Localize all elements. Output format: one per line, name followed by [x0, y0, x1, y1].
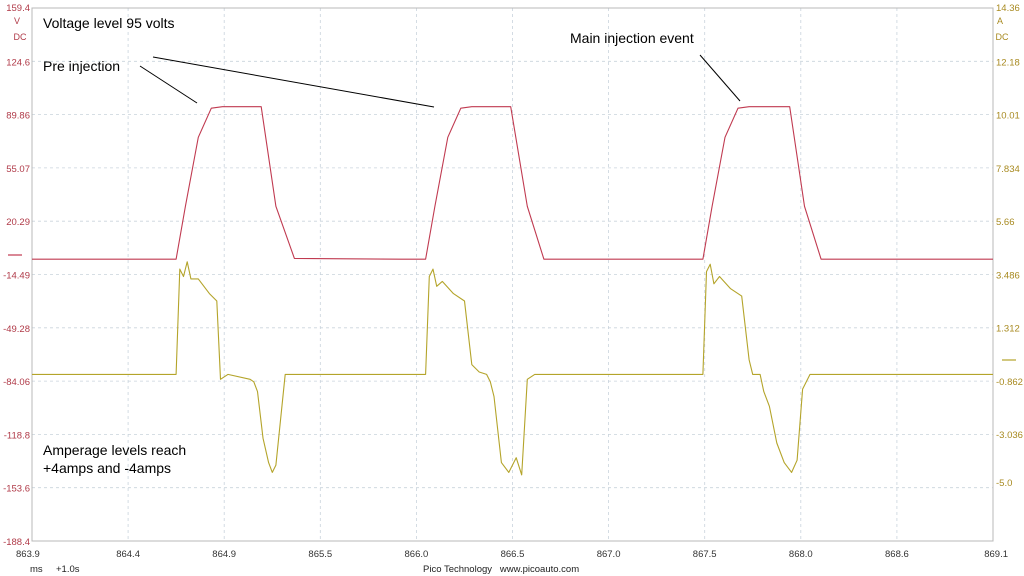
left-tick-label: 159.4	[6, 3, 30, 14]
left-tick-label: 124.6	[6, 57, 30, 68]
left-tick-label: -49.28	[3, 324, 30, 335]
right-tick-label: 12.18	[996, 57, 1020, 68]
x-tick-label: 866.5	[501, 549, 525, 560]
grid	[31, 7, 994, 542]
left-tick-label: -188.4	[3, 537, 30, 548]
right-tick-label: 1.312	[996, 324, 1020, 335]
left-axis-ticks: 159.4 124.6 89.86 55.07 20.29 -14.49 -49.28 -84…	[3, 3, 30, 548]
annotation-pre-injection: Pre injection	[43, 58, 120, 74]
right-tick-label: 7.834	[996, 164, 1020, 175]
voltage-trace	[32, 106, 993, 260]
x-tick-label: 866.0	[405, 549, 429, 560]
annotation-voltage: Voltage level 95 volts	[43, 15, 175, 31]
pointer-line-main	[699, 54, 741, 102]
left-tick-label: 55.07	[6, 164, 30, 175]
left-tick-label: 20.29	[6, 217, 30, 228]
current-trace	[32, 261, 993, 476]
plot-frame	[31, 7, 994, 542]
x-tick-label: 867.0	[597, 549, 621, 560]
right-tick-label: -0.862	[996, 377, 1023, 388]
annotation-main-injection: Main injection event	[570, 30, 694, 46]
footer-scale: +1.0s	[56, 564, 80, 575]
x-axis-ticks: 863.9 864.4 864.9 865.5 866.0 866.5 867.0 867.5…	[16, 549, 1008, 560]
right-tick-label: 5.66	[996, 217, 1015, 228]
right-tick-label: -5.0	[996, 478, 1012, 489]
left-unit-label-dc: DC	[14, 32, 27, 42]
series-group	[32, 106, 993, 476]
annotation-amperage-line2: +4amps and -4amps	[43, 460, 171, 476]
right-tick-label: 3.486	[996, 270, 1020, 281]
annotation-amperage-line1: Amperage levels reach	[43, 442, 186, 458]
left-tick-label: -153.6	[3, 484, 30, 495]
right-unit-label: A	[997, 16, 1003, 26]
x-tick-label: 863.9	[16, 549, 40, 560]
x-tick-label: 867.5	[693, 549, 717, 560]
left-unit-label: V	[14, 16, 20, 26]
right-axis-ticks: 14.36 12.18 10.01 7.834 5.66 3.486 1.312 -0.862…	[996, 3, 1023, 489]
x-tick-label: 864.4	[116, 549, 140, 560]
left-tick-label: 89.86	[6, 111, 30, 122]
left-tick-label: -84.06	[3, 377, 30, 388]
left-tick-label: -14.49	[3, 271, 30, 282]
footer-brand: Pico Technology www.picoauto.com	[423, 564, 579, 575]
pointer-line-pre	[139, 65, 198, 104]
footer-unit: ms	[30, 564, 43, 575]
right-unit-label-dc: DC	[996, 32, 1009, 42]
x-tick-label: 869.1	[984, 549, 1008, 560]
x-tick-label: 865.5	[308, 549, 332, 560]
x-tick-label: 868.6	[885, 549, 909, 560]
right-tick-label: -3.036	[996, 430, 1023, 441]
pointer-line-voltage	[152, 56, 435, 108]
right-tick-label: 10.01	[996, 111, 1020, 122]
x-tick-label: 868.0	[789, 549, 813, 560]
x-tick-label: 864.9	[212, 549, 236, 560]
right-tick-label: 14.36	[996, 3, 1020, 14]
left-tick-label: -118.8	[4, 430, 30, 441]
